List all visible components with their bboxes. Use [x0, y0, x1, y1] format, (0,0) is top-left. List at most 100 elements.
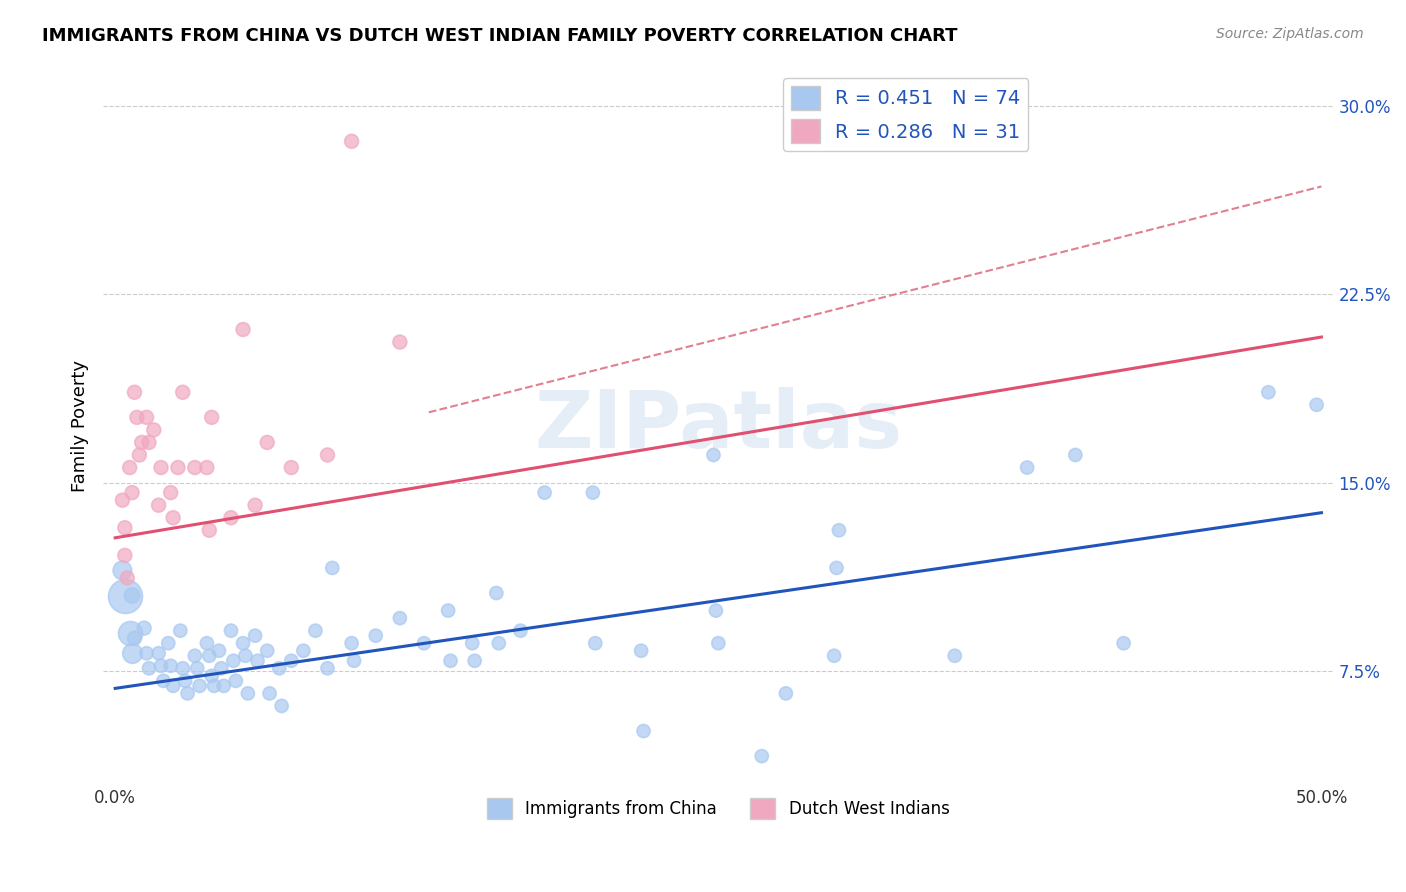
Point: [212, 679, 235, 693]
Point: [1064, 448, 1087, 462]
Point: [150, 460, 173, 475]
Point: [118, 626, 141, 640]
Point: [707, 636, 730, 650]
Point: [167, 460, 190, 475]
Point: [195, 460, 218, 475]
Point: [219, 624, 242, 638]
Point: [630, 644, 652, 658]
Point: [364, 629, 387, 643]
Point: [775, 686, 797, 700]
Point: [131, 435, 153, 450]
Point: [388, 334, 411, 349]
Point: [316, 661, 339, 675]
Point: [176, 686, 198, 700]
Point: [321, 561, 343, 575]
Point: [162, 679, 184, 693]
Point: [125, 410, 148, 425]
Point: [828, 523, 851, 537]
Point: [235, 648, 257, 663]
Point: [704, 604, 727, 618]
Point: [169, 624, 191, 638]
Point: [184, 460, 207, 475]
Point: [225, 673, 247, 688]
Point: [117, 571, 139, 585]
Point: [114, 589, 136, 603]
Point: [243, 498, 266, 512]
Point: [340, 636, 363, 650]
Text: Source: ZipAtlas.com: Source: ZipAtlas.com: [1216, 27, 1364, 41]
Point: [340, 134, 363, 148]
Point: [201, 410, 224, 425]
Point: [270, 698, 292, 713]
Point: [150, 658, 173, 673]
Point: [135, 410, 157, 425]
Point: [388, 611, 411, 625]
Point: [202, 679, 225, 693]
Point: [292, 644, 315, 658]
Point: [114, 521, 136, 535]
Point: [148, 498, 170, 512]
Point: [533, 485, 555, 500]
Text: IMMIGRANTS FROM CHINA VS DUTCH WEST INDIAN FAMILY POVERTY CORRELATION CHART: IMMIGRANTS FROM CHINA VS DUTCH WEST INDI…: [42, 27, 957, 45]
Text: ZIPatlas: ZIPatlas: [534, 387, 903, 465]
Point: [198, 648, 221, 663]
Point: [209, 661, 232, 675]
Y-axis label: Family Poverty: Family Poverty: [72, 360, 89, 492]
Point: [633, 724, 655, 739]
Point: [138, 661, 160, 675]
Point: [1112, 636, 1135, 650]
Point: [152, 673, 174, 688]
Point: [316, 448, 339, 462]
Point: [259, 686, 281, 700]
Point: [1017, 460, 1039, 475]
Point: [188, 679, 211, 693]
Point: [174, 673, 197, 688]
Point: [823, 648, 845, 663]
Point: [111, 563, 134, 577]
Point: [413, 636, 436, 650]
Point: [702, 448, 724, 462]
Point: [134, 621, 156, 635]
Point: [485, 586, 508, 600]
Point: [509, 624, 531, 638]
Point: [128, 448, 150, 462]
Point: [1257, 385, 1279, 400]
Point: [162, 510, 184, 524]
Point: [184, 648, 207, 663]
Point: [219, 510, 242, 524]
Point: [121, 646, 143, 660]
Point: [159, 485, 181, 500]
Point: [172, 385, 194, 400]
Point: [943, 648, 966, 663]
Point: [439, 654, 461, 668]
Point: [1305, 398, 1327, 412]
Point: [256, 644, 278, 658]
Point: [157, 636, 180, 650]
Point: [437, 604, 460, 618]
Point: [582, 485, 605, 500]
Point: [172, 661, 194, 675]
Point: [583, 636, 606, 650]
Point: [461, 636, 484, 650]
Point: [138, 435, 160, 450]
Point: [201, 669, 224, 683]
Point: [121, 485, 143, 500]
Point: [825, 561, 848, 575]
Point: [343, 654, 366, 668]
Point: [198, 523, 221, 537]
Point: [111, 493, 134, 508]
Point: [142, 423, 165, 437]
Point: [118, 460, 141, 475]
Point: [464, 654, 486, 668]
Point: [488, 636, 510, 650]
Legend: Immigrants from China, Dutch West Indians: Immigrants from China, Dutch West Indian…: [481, 792, 956, 825]
Point: [243, 629, 266, 643]
Point: [124, 385, 146, 400]
Point: [222, 654, 245, 668]
Point: [148, 646, 170, 660]
Point: [124, 631, 146, 645]
Point: [236, 686, 259, 700]
Point: [751, 749, 773, 764]
Point: [280, 460, 302, 475]
Point: [269, 661, 291, 675]
